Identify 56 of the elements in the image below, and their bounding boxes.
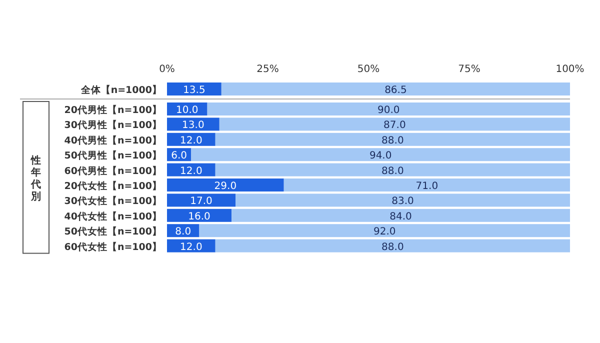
bar — [167, 194, 236, 207]
data-label: 88.0 — [382, 166, 404, 177]
bar — [167, 239, 216, 252]
data-label: 71.0 — [416, 181, 438, 192]
bar — [219, 118, 570, 131]
bar — [167, 178, 284, 192]
x-tick-label: 0% — [159, 64, 175, 75]
bar — [215, 239, 570, 252]
data-label: 17.0 — [190, 196, 212, 208]
bar — [236, 194, 570, 207]
x-tick-label: 25% — [256, 64, 279, 75]
y-tick-label: 60代男性【n=100】 — [64, 164, 162, 177]
data-label: 88.0 — [382, 242, 404, 253]
x-tick-label: 50% — [357, 64, 380, 75]
data-label: 84.0 — [390, 211, 412, 222]
text: 性年代別 — [30, 154, 41, 202]
y-tick-label: 30代男性【n=100】 — [64, 119, 162, 132]
y-tick-label: 40代女性【n=100】 — [64, 210, 162, 222]
data-label: 92.0 — [373, 226, 396, 238]
bar — [167, 208, 232, 222]
data-label: 13.0 — [182, 120, 204, 132]
bar — [167, 118, 220, 131]
data-label: 6.0 — [171, 150, 188, 162]
data-label: 16.0 — [188, 211, 210, 222]
y-tick-label: 20代女性【n=100】 — [64, 180, 162, 192]
data-label: 83.0 — [392, 196, 414, 208]
bar — [231, 208, 570, 222]
data-label: 10.0 — [176, 105, 198, 116]
data-label: 88.0 — [382, 135, 404, 146]
bar — [215, 132, 570, 146]
bar — [199, 224, 570, 238]
data-label: 13.5 — [183, 85, 206, 96]
bar — [215, 163, 570, 176]
y-tick-label: 60代女性【n=100】 — [64, 240, 162, 253]
data-label: 12.0 — [180, 242, 202, 253]
data-label: 90.0 — [378, 105, 400, 116]
bar — [167, 163, 216, 176]
y-tick-label: 20代男性【n=100】 — [64, 104, 162, 116]
bar — [207, 102, 570, 116]
y-tick-label: 40代男性【n=100】 — [64, 134, 162, 146]
x-tick-label: 75% — [458, 64, 480, 75]
data-label: 8.0 — [175, 226, 192, 238]
bar — [167, 132, 216, 146]
y-tick-label: 50代女性【n=100】 — [64, 226, 162, 238]
data-label: 12.0 — [180, 166, 202, 177]
y-tick-label: 30代女性【n=100】 — [64, 195, 162, 208]
bar — [284, 178, 570, 192]
data-label: 12.0 — [180, 135, 202, 146]
bar — [191, 148, 570, 162]
data-label: 86.5 — [384, 85, 407, 96]
data-label: 29.0 — [214, 181, 237, 192]
x-tick-label: 100% — [556, 64, 584, 75]
y-tick-label: 全体【n=1000】 — [80, 84, 162, 96]
y-tick-label: 50代男性【n=100】 — [64, 150, 162, 162]
data-label: 94.0 — [369, 150, 392, 162]
data-label: 87.0 — [384, 120, 406, 132]
